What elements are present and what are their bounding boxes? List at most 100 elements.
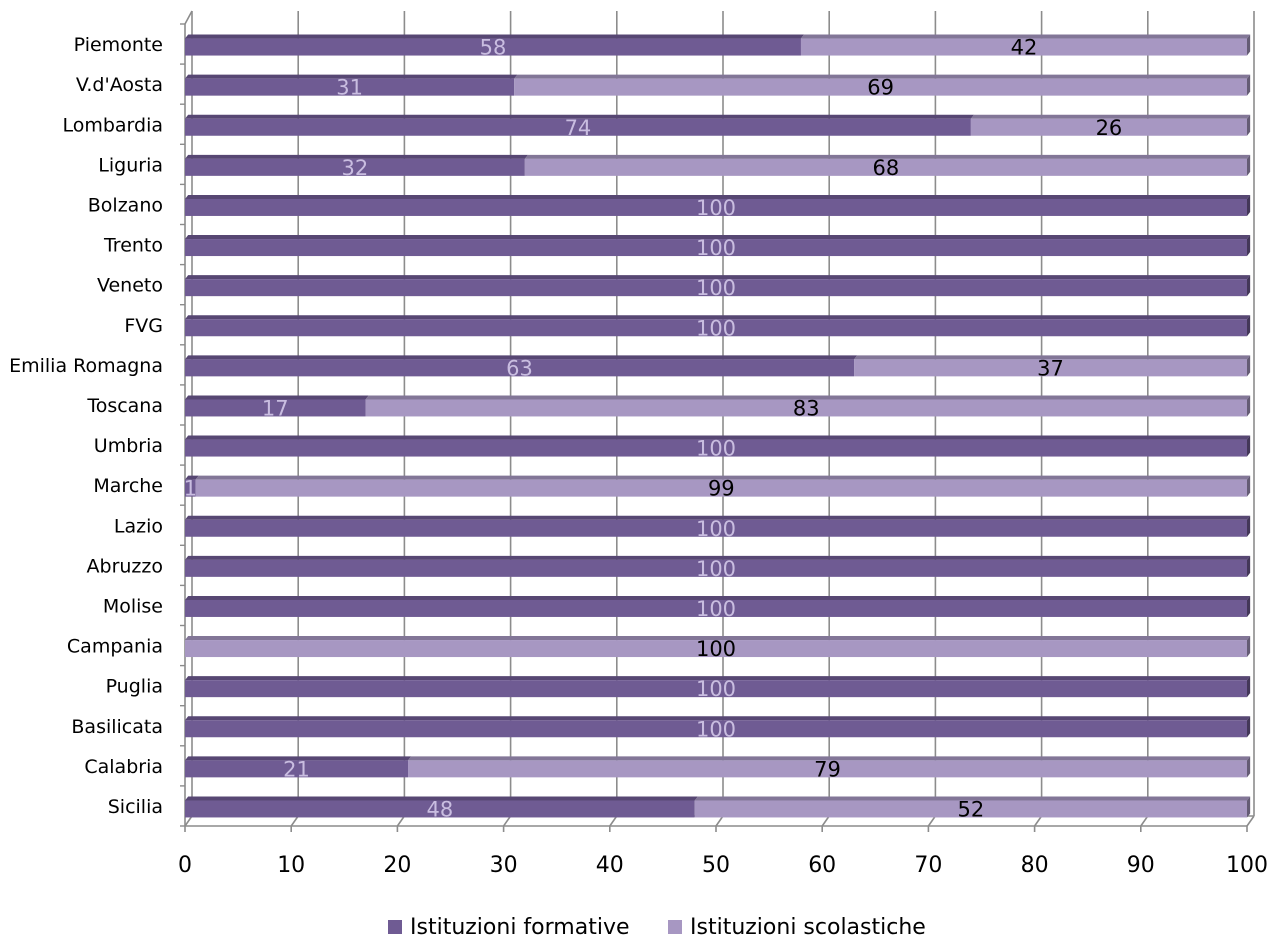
bars [185,34,1251,818]
bar-top-0-18 [185,756,412,761]
x-tick-label-60: 60 [808,853,836,878]
x-tick-label-100: 100 [1226,853,1268,878]
data-label-0-12: 100 [696,517,736,541]
data-label-1-18: 79 [814,757,841,781]
x-tick-label-90: 90 [1127,853,1155,878]
bar-top-1-2 [970,114,1251,119]
legend-label-0: Istituzioni formative [410,915,630,940]
category-label-0: Piemonte [74,34,163,56]
bar-0-13 [185,559,1247,577]
bar-end-cap-8 [1247,355,1251,377]
bar-top-0-17 [185,716,1251,721]
bar-top-1-1 [514,74,1251,79]
legend-swatch-0 [388,920,402,934]
data-label-0-5: 100 [696,236,736,260]
data-label-0-0: 58 [480,36,507,60]
category-label-2: Lombardia [62,114,163,136]
bar-1-9 [365,399,1247,417]
category-label-1: V.d'Aosta [76,74,163,96]
floor-line-70 [927,815,937,827]
category-label-17: Basilicata [71,716,163,738]
bar-end-cap-12 [1247,515,1251,537]
bar-end-cap-1 [1247,74,1251,96]
category-label-4: Bolzano [88,194,163,216]
data-label-0-7: 100 [696,316,736,340]
data-label-1-19: 52 [958,797,985,821]
bar-top-1-9 [365,395,1251,400]
bar-end-cap-19 [1247,796,1251,818]
bar-end-cap-3 [1247,154,1251,176]
category-label-13: Abruzzo [87,555,163,577]
data-label-0-4: 100 [696,196,736,220]
bar-end-cap-11 [1247,475,1251,497]
bar-top-0-16 [185,676,1251,681]
bar-top-1-0 [800,34,1251,39]
bar-end-cap-16 [1247,676,1251,698]
bar-0-2 [185,118,971,136]
bar-top-1-3 [524,154,1251,159]
data-label-0-2: 74 [565,116,592,140]
data-label-1-8: 37 [1037,356,1064,380]
bar-end-cap-9 [1247,395,1251,417]
bar-top-0-11 [185,475,199,480]
bar-end-cap-13 [1247,555,1251,577]
bar-1-1 [514,78,1247,96]
floor-line-30 [502,815,512,827]
bar-end-cap-18 [1247,756,1251,778]
bar-0-14 [185,599,1247,617]
bar-0-6 [185,279,1247,297]
bar-0-11 [185,479,196,497]
data-label-0-18: 21 [283,757,310,781]
bar-1-15 [185,640,1247,658]
bar-top-1-15 [185,636,1251,641]
bar-end-cap-17 [1247,716,1251,738]
category-label-5: Trento [103,235,163,257]
bar-top-0-9 [185,395,369,400]
data-label-1-11: 99 [708,477,735,501]
data-label-0-3: 32 [342,156,369,180]
bar-1-18 [408,760,1247,778]
bar-top-0-0 [185,34,805,39]
data-label-0-11: 1 [184,477,197,501]
bar-end-cap-10 [1247,435,1251,457]
bar-top-0-14 [185,595,1251,600]
category-label-8: Emilia Romagna [9,355,163,377]
bar-1-11 [195,479,1247,497]
bar-0-12 [185,519,1247,537]
bar-0-8 [185,359,855,377]
category-label-10: Umbria [94,435,163,457]
bar-end-cap-6 [1247,275,1251,297]
bar-top-1-18 [408,756,1251,761]
labels: 0 10 20 30 40 50 60 70 80 90 100 Piemonte 58 42 V.d'Ao… [9,34,1268,878]
floor-line-0 [184,815,193,827]
bar-top-0-4 [185,194,1251,199]
floor-line-20 [396,815,406,827]
data-label-0-16: 100 [696,677,736,701]
category-label-9: Toscana [86,395,163,417]
x-tick-label-30: 30 [490,853,518,878]
legend-swatch-1 [668,920,682,934]
floor-line-50 [715,815,724,827]
bar-end-cap-5 [1247,235,1251,257]
data-label-1-3: 68 [873,156,900,180]
category-label-7: FVG [124,315,163,337]
x-tick-label-40: 40 [596,853,624,878]
floor-line-10 [290,815,299,827]
bar-1-19 [694,800,1247,818]
bar-top-1-8 [854,355,1251,360]
bar-0-18 [185,760,409,778]
bar-1-2 [970,118,1247,136]
bar-top-0-7 [185,315,1251,320]
bar-0-10 [185,439,1247,457]
category-label-14: Molise [103,595,163,617]
data-label-0-14: 100 [696,597,736,621]
data-label-0-6: 100 [696,276,736,300]
bar-0-1 [185,78,515,96]
x-tick-label-50: 50 [702,853,730,878]
bar-top-0-13 [185,555,1251,560]
bar-top-0-10 [185,435,1251,440]
floor-line-60 [821,815,830,827]
bar-0-17 [185,720,1247,738]
bar-top-1-19 [694,796,1251,801]
data-label-1-1: 69 [867,76,894,100]
